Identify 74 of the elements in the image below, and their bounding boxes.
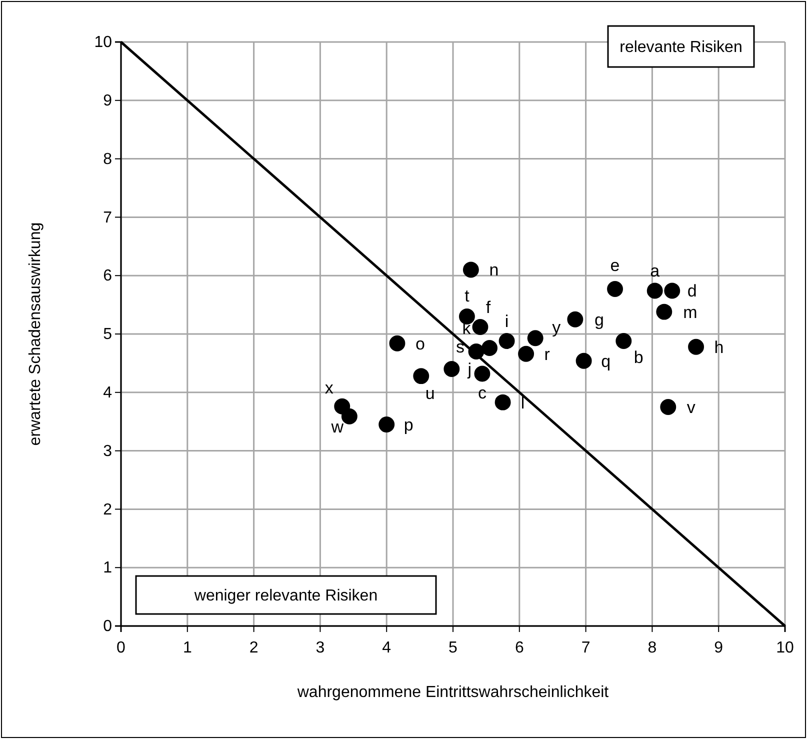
data-label: y <box>552 318 562 338</box>
point <box>567 311 584 328</box>
annotation: weniger relevante Risiken <box>193 588 378 605</box>
data-label: t <box>464 286 470 306</box>
data-label: s <box>456 337 464 356</box>
point <box>646 282 663 299</box>
y-tick-label: 7 <box>103 209 112 226</box>
point <box>616 333 632 349</box>
y-tick-label: 6 <box>103 268 112 285</box>
point <box>518 346 534 362</box>
point <box>660 399 676 415</box>
point <box>444 361 460 378</box>
annotation: relevante Risiken <box>620 39 742 56</box>
data-label: u <box>425 384 435 403</box>
point <box>688 338 704 355</box>
point <box>458 308 475 324</box>
point <box>389 335 406 352</box>
x-tick-label: 4 <box>382 640 392 657</box>
point <box>498 333 515 349</box>
y-tick-label: 2 <box>103 501 112 518</box>
point <box>494 394 511 410</box>
data-label: v <box>686 398 696 417</box>
point <box>468 344 484 360</box>
point <box>334 398 350 414</box>
y-tick-label: 3 <box>103 442 112 460</box>
data-label: q <box>601 352 611 371</box>
data-label: x <box>324 378 334 398</box>
data-label: e <box>610 256 620 275</box>
data-label: h <box>714 338 724 357</box>
y-tick-label: 8 <box>103 150 112 168</box>
y-tick-label: 0 <box>103 618 112 636</box>
data-label: i <box>504 312 509 331</box>
y-tick-label: 1 <box>103 560 112 577</box>
x-tick-label: 0 <box>116 640 126 657</box>
data-label: j <box>466 360 472 379</box>
point <box>474 366 490 382</box>
x-tick-label: 10 <box>776 640 794 657</box>
y-tick-label: 4 <box>103 384 112 402</box>
y-tick-label: 9 <box>103 92 112 110</box>
point <box>472 319 488 335</box>
data-label: g <box>594 310 604 330</box>
y-tick-label: 10 <box>94 34 112 52</box>
y-axis-title: erwartete Schadensauswirkung <box>27 222 44 446</box>
point <box>527 330 544 346</box>
data-label: n <box>489 260 499 280</box>
data-label: l <box>520 393 525 412</box>
x-tick-label: 8 <box>648 640 657 657</box>
data-label: b <box>634 348 644 367</box>
point <box>656 304 672 320</box>
point <box>462 262 479 278</box>
x-tick-label: 1 <box>182 640 192 657</box>
point <box>482 340 498 356</box>
x-tick-label: 7 <box>581 640 590 657</box>
data-label: p <box>404 415 414 434</box>
x-tick-label: 6 <box>514 640 524 657</box>
data-label: d <box>687 282 697 301</box>
data-label: w <box>330 417 344 436</box>
data-label: o <box>415 334 425 354</box>
data-label: a <box>650 262 660 281</box>
data-label: c <box>478 384 487 403</box>
x-tick-label: 2 <box>249 640 258 657</box>
point <box>576 352 592 369</box>
data-label: f <box>486 298 491 317</box>
x-axis-title: wahrgenommene Eintrittswahrscheinlichkeit <box>296 684 610 701</box>
y-tick-label: 5 <box>103 326 112 344</box>
data-label: r <box>544 344 550 364</box>
x-tick-label: 3 <box>316 640 325 657</box>
point <box>413 368 430 384</box>
x-tick-label: 9 <box>714 640 724 657</box>
point <box>664 282 680 299</box>
point <box>378 416 395 432</box>
point <box>607 281 623 297</box>
data-label: m <box>683 302 698 322</box>
x-tick-label: 5 <box>448 640 458 657</box>
